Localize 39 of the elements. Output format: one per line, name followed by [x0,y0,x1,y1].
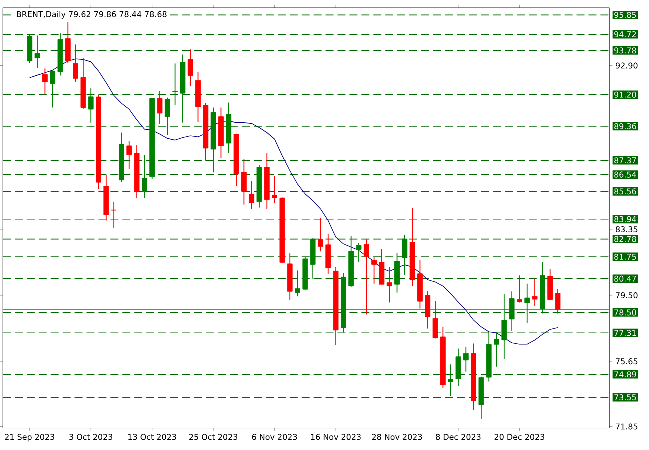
candlestick [364,238,370,316]
candlestick [555,288,561,314]
candlestick [241,158,247,206]
candlestick [372,256,377,284]
candlestick [425,290,431,330]
candlestick [456,348,462,387]
candlestick [524,283,530,324]
candlestick [249,180,255,210]
candlestick [394,252,400,294]
candlestick [88,88,94,124]
candlestick [356,242,362,263]
candlestick [379,248,385,285]
candlestick [42,68,48,95]
candlestick [50,70,56,108]
candlestick [432,301,438,340]
candlestick [517,275,522,304]
candlestick [126,140,132,170]
candlestick [157,90,163,125]
candlestick [463,346,469,372]
candlestick [164,97,170,136]
candlestick [448,364,454,397]
candlestick [111,201,117,229]
candlestick [494,332,500,368]
candlestick [326,233,332,274]
candlestick [65,22,71,64]
candlestick [386,266,392,304]
candlestick [188,49,194,87]
candlestick [272,175,278,204]
candlestick [532,278,538,307]
candlestick [502,294,508,360]
candlestick [402,234,408,276]
candlestick [142,154,148,198]
candlestick [318,218,324,252]
candlestick [73,44,78,83]
candlestick [172,63,178,106]
candlestick [34,35,40,68]
candlestick [548,268,554,301]
candlestick [509,291,515,332]
candlestick [295,270,300,297]
